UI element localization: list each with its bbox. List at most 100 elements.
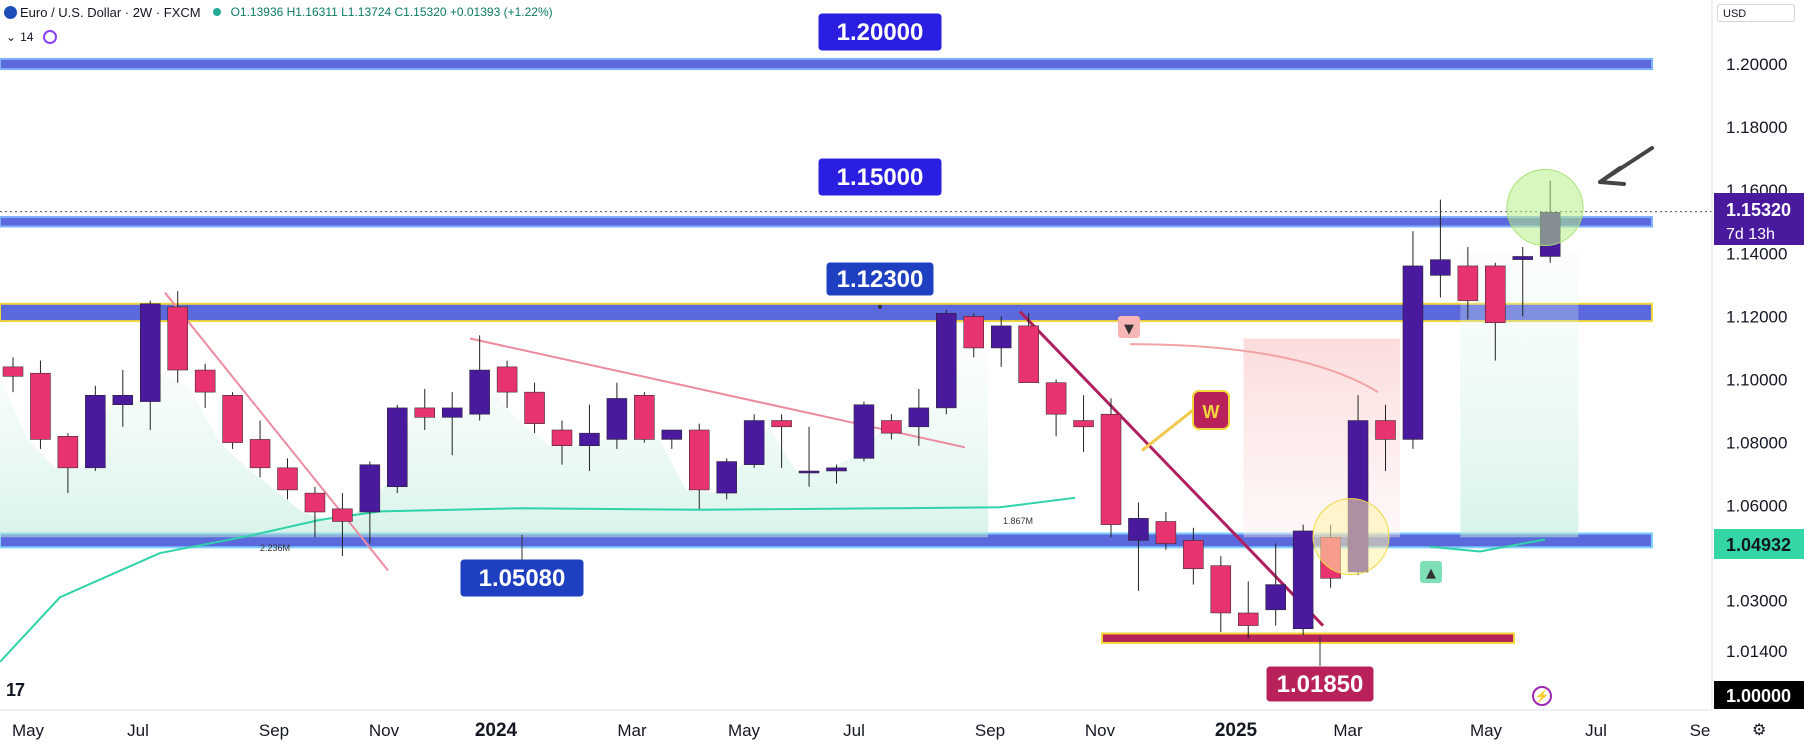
y-tick-label: 1.20000 — [1726, 55, 1787, 74]
candle — [1073, 420, 1094, 428]
highlight-circle — [1312, 498, 1390, 576]
candle — [277, 467, 298, 491]
indicator-row: ⌄ 14 — [0, 26, 58, 48]
candle — [1430, 259, 1451, 276]
candle — [1100, 413, 1122, 525]
lightning-icon[interactable]: ⚡ — [1532, 686, 1552, 706]
shading-layer — [0, 253, 1579, 538]
indicator-value: 14 — [20, 30, 34, 44]
level-label-115000-text: 1.15000 — [837, 164, 924, 191]
pattern-label — [1192, 390, 1230, 430]
y-tick-label: 1.01400 — [1726, 642, 1787, 661]
candle — [469, 369, 490, 415]
cursor-price-badge — [1714, 681, 1804, 709]
ohlc-readout: O1.13936 H1.16311 L1.13724 C1.15320 +0.0… — [230, 5, 553, 19]
level-marker — [878, 304, 882, 309]
y-tick-label: 1.08000 — [1726, 434, 1787, 453]
shading-area — [1243, 338, 1400, 538]
down-marker-text: ▼ — [1124, 322, 1134, 337]
candle — [167, 306, 188, 371]
low-zone — [1101, 632, 1515, 644]
level-label-115000 — [817, 157, 943, 197]
currency-selector[interactable]: USD — [1717, 4, 1795, 22]
last-price-text: 1.15320 — [1726, 200, 1791, 220]
candle — [1183, 540, 1204, 570]
y-tick-label: 1.12000 — [1726, 307, 1787, 326]
x-tick-label: May — [12, 721, 45, 740]
moving-average-line — [1429, 538, 1546, 553]
candles-layer — [2, 180, 1561, 639]
candle — [1265, 584, 1286, 611]
x-tick-label: Nov — [1085, 721, 1116, 740]
candle — [716, 461, 737, 494]
gear-icon[interactable]: ⚙ — [1752, 722, 1767, 739]
candle — [387, 407, 408, 488]
chevron-down-icon[interactable]: ⌄ — [6, 30, 17, 44]
candle — [1045, 382, 1067, 415]
candle — [963, 316, 984, 349]
candle — [1128, 518, 1149, 541]
arrow-icon — [1598, 146, 1654, 186]
candle — [332, 508, 353, 522]
tradingview-logo-icon[interactable]: 17 — [6, 680, 25, 700]
x-tick-label: Sep — [259, 721, 289, 740]
candle — [524, 391, 545, 424]
x-tick-label: 2025 — [1215, 720, 1258, 741]
resistance-zone — [0, 57, 1653, 71]
y-tick-label: 1.14000 — [1726, 244, 1787, 263]
level-label-105080-text: 1.05080 — [479, 565, 566, 592]
candle — [661, 429, 683, 440]
candle — [57, 436, 79, 469]
x-tick-label: Jul — [127, 721, 149, 740]
volume-label: 1.867M — [1003, 516, 1033, 526]
candle — [249, 439, 271, 469]
x-tick-label: Nov — [369, 721, 400, 740]
x-tick-label: Mar — [1333, 721, 1363, 740]
curve-line — [1129, 343, 1379, 393]
candle — [798, 470, 820, 474]
candle — [2, 366, 24, 377]
trend-line — [1018, 310, 1325, 627]
y-tick-label: 1.06000 — [1726, 497, 1787, 516]
candle — [1402, 265, 1424, 440]
up-marker-text: ▲ — [1426, 566, 1436, 581]
candle — [304, 492, 326, 513]
candle — [579, 432, 600, 447]
cursor-price-text: 1.00000 — [1726, 686, 1791, 706]
candle — [826, 467, 847, 472]
candle — [30, 372, 51, 440]
candle — [551, 429, 573, 447]
ma-price-badge — [1714, 529, 1804, 559]
level-label-101850-text: 1.01850 — [1277, 671, 1364, 698]
candle — [908, 407, 930, 428]
down-marker — [1118, 316, 1140, 338]
candle — [112, 395, 134, 405]
level-label-120000 — [817, 12, 943, 52]
price-axis-bg — [1712, 0, 1804, 710]
callout-line — [1141, 403, 1201, 452]
symbol-title[interactable]: Euro / U.S. Dollar · 2W · FXCM — [20, 4, 201, 20]
candle — [1155, 521, 1177, 544]
candle — [1457, 265, 1479, 301]
x-tick-label: Se — [1690, 721, 1711, 740]
flag-icon — [4, 6, 17, 19]
shading-area — [0, 347, 989, 538]
candle — [1512, 256, 1533, 260]
y-tick-label: 1.18000 — [1726, 118, 1787, 137]
candle — [1375, 420, 1396, 440]
candle — [194, 369, 216, 393]
candle — [771, 420, 792, 428]
last-price-badge — [1714, 193, 1804, 245]
countdown-text: 7d 13h — [1726, 226, 1775, 243]
candle — [222, 395, 243, 443]
candle — [414, 407, 435, 418]
candle — [441, 407, 463, 418]
candle — [881, 420, 902, 434]
candle — [1292, 530, 1314, 629]
candle — [936, 312, 957, 409]
market-status-dot — [212, 8, 221, 16]
refresh-icon[interactable] — [43, 30, 58, 44]
level-label-112300 — [825, 261, 935, 297]
